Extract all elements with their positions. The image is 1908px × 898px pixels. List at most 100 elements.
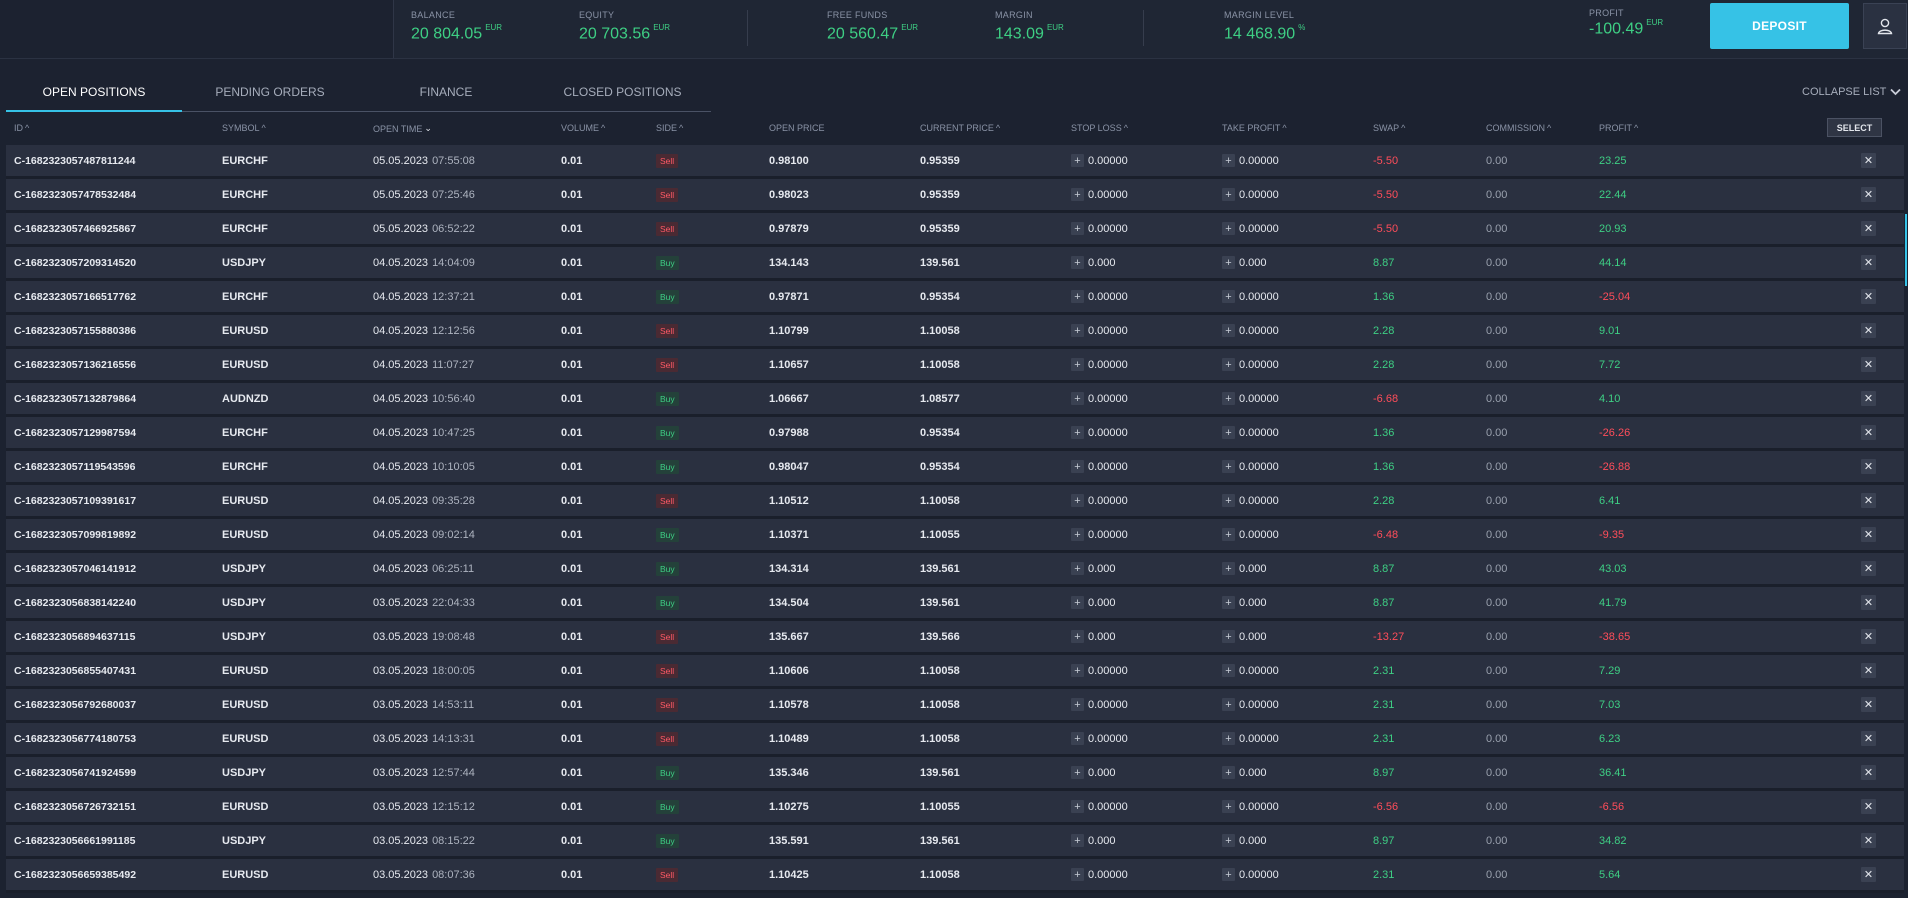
table-row[interactable]: C-1682323057466925867 EURCHF 05.05.2023 06:… <box>6 213 1904 247</box>
add-stop-loss-icon[interactable]: + <box>1071 800 1084 813</box>
table-row[interactable]: C-1682323057487811244 EURCHF 05.05.2023 07:… <box>6 145 1904 179</box>
table-row[interactable]: C-1682323057136216556 EURUSD 04.05.2023 11:… <box>6 349 1904 383</box>
add-take-profit-icon[interactable]: + <box>1222 256 1235 269</box>
add-stop-loss-icon[interactable]: + <box>1071 732 1084 745</box>
close-position-icon[interactable]: ✕ <box>1861 595 1876 610</box>
table-row[interactable]: C-1682323056726732151 EURUSD 03.05.2023 12:… <box>6 791 1904 825</box>
add-take-profit-icon[interactable]: + <box>1222 732 1235 745</box>
table-row[interactable]: C-1682323056894637115 USDJPY 03.05.2023 19:… <box>6 621 1904 655</box>
column-header-current-price[interactable]: CURRENT PRICE ^ <box>920 123 1001 133</box>
column-header-id[interactable]: ID ^ <box>14 123 30 133</box>
add-take-profit-icon[interactable]: + <box>1222 426 1235 439</box>
add-take-profit-icon[interactable]: + <box>1222 766 1235 779</box>
table-row[interactable]: C-1682323057478532484 EURCHF 05.05.2023 07:… <box>6 179 1904 213</box>
column-header-profit[interactable]: PROFIT ^ <box>1599 123 1639 133</box>
add-stop-loss-icon[interactable]: + <box>1071 494 1084 507</box>
add-stop-loss-icon[interactable]: + <box>1071 698 1084 711</box>
table-row[interactable]: C-1682323057109391617 EURUSD 04.05.2023 09:… <box>6 485 1904 519</box>
add-stop-loss-icon[interactable]: + <box>1071 834 1084 847</box>
add-stop-loss-icon[interactable]: + <box>1071 460 1084 473</box>
table-row[interactable]: C-1682323056659385492 EURUSD 03.05.2023 08:… <box>6 859 1904 893</box>
close-position-icon[interactable]: ✕ <box>1861 731 1876 746</box>
tab-closed-positions[interactable]: CLOSED POSITIONS <box>563 84 682 99</box>
close-position-icon[interactable]: ✕ <box>1861 527 1876 542</box>
add-stop-loss-icon[interactable]: + <box>1071 392 1084 405</box>
add-take-profit-icon[interactable]: + <box>1222 358 1235 371</box>
add-stop-loss-icon[interactable]: + <box>1071 358 1084 371</box>
close-position-icon[interactable]: ✕ <box>1861 221 1876 236</box>
add-take-profit-icon[interactable]: + <box>1222 460 1235 473</box>
column-header-commission[interactable]: COMMISSION ^ <box>1486 123 1552 133</box>
column-header-side[interactable]: SIDE ^ <box>656 123 684 133</box>
column-header-symbol[interactable]: SYMBOL ^ <box>222 123 266 133</box>
add-stop-loss-icon[interactable]: + <box>1071 426 1084 439</box>
close-position-icon[interactable]: ✕ <box>1861 153 1876 168</box>
close-position-icon[interactable]: ✕ <box>1861 323 1876 338</box>
tab-finance[interactable]: FINANCE <box>419 84 473 99</box>
table-row[interactable]: C-1682323057046141912 USDJPY 04.05.2023 06:… <box>6 553 1904 587</box>
table-row[interactable]: C-1682323057129987594 EURCHF 04.05.2023 10:… <box>6 417 1904 451</box>
add-stop-loss-icon[interactable]: + <box>1071 154 1084 167</box>
deposit-button[interactable]: DEPOSIT <box>1710 3 1849 49</box>
close-position-icon[interactable]: ✕ <box>1861 357 1876 372</box>
add-take-profit-icon[interactable]: + <box>1222 834 1235 847</box>
add-stop-loss-icon[interactable]: + <box>1071 290 1084 303</box>
add-stop-loss-icon[interactable]: + <box>1071 256 1084 269</box>
close-position-icon[interactable]: ✕ <box>1861 459 1876 474</box>
add-take-profit-icon[interactable]: + <box>1222 664 1235 677</box>
close-position-icon[interactable]: ✕ <box>1861 425 1876 440</box>
close-position-icon[interactable]: ✕ <box>1861 187 1876 202</box>
add-stop-loss-icon[interactable]: + <box>1071 664 1084 677</box>
add-take-profit-icon[interactable]: + <box>1222 528 1235 541</box>
table-row[interactable]: C-1682323056774180753 EURUSD 03.05.2023 14:… <box>6 723 1904 757</box>
table-row[interactable]: C-1682323057099819892 EURUSD 04.05.2023 09:… <box>6 519 1904 553</box>
close-position-icon[interactable]: ✕ <box>1861 629 1876 644</box>
tab-pending-orders[interactable]: PENDING ORDERS <box>215 84 325 99</box>
table-row[interactable]: C-1682323056838142240 USDJPY 03.05.2023 22:… <box>6 587 1904 621</box>
add-stop-loss-icon[interactable]: + <box>1071 528 1084 541</box>
column-header-volume[interactable]: VOLUME ^ <box>561 123 606 133</box>
table-row[interactable]: C-1682323056661991185 USDJPY 03.05.2023 08:… <box>6 825 1904 859</box>
add-take-profit-icon[interactable]: + <box>1222 154 1235 167</box>
add-take-profit-icon[interactable]: + <box>1222 222 1235 235</box>
close-position-icon[interactable]: ✕ <box>1861 697 1876 712</box>
add-stop-loss-icon[interactable]: + <box>1071 222 1084 235</box>
close-position-icon[interactable]: ✕ <box>1861 289 1876 304</box>
scrollbar[interactable] <box>1905 214 1907 286</box>
add-take-profit-icon[interactable]: + <box>1222 324 1235 337</box>
column-header-open-time[interactable]: OPEN TIME ⌄ <box>373 123 432 134</box>
add-stop-loss-icon[interactable]: + <box>1071 324 1084 337</box>
table-row[interactable]: C-1682323056741924599 USDJPY 03.05.2023 12:… <box>6 757 1904 791</box>
add-stop-loss-icon[interactable]: + <box>1071 562 1084 575</box>
close-position-icon[interactable]: ✕ <box>1861 255 1876 270</box>
close-position-icon[interactable]: ✕ <box>1861 799 1876 814</box>
add-take-profit-icon[interactable]: + <box>1222 188 1235 201</box>
close-position-icon[interactable]: ✕ <box>1861 391 1876 406</box>
collapse-list-button[interactable]: COLLAPSE LIST <box>1802 86 1902 98</box>
table-row[interactable]: C-1682323057209314520 USDJPY 04.05.2023 14:… <box>6 247 1904 281</box>
table-row[interactable]: C-1682323057132879864 AUDNZD 04.05.2023 10:… <box>6 383 1904 417</box>
add-take-profit-icon[interactable]: + <box>1222 596 1235 609</box>
table-row[interactable]: C-1682323057119543596 EURCHF 04.05.2023 10:… <box>6 451 1904 485</box>
add-stop-loss-icon[interactable]: + <box>1071 868 1084 881</box>
add-take-profit-icon[interactable]: + <box>1222 290 1235 303</box>
add-take-profit-icon[interactable]: + <box>1222 800 1235 813</box>
close-position-icon[interactable]: ✕ <box>1861 561 1876 576</box>
close-position-icon[interactable]: ✕ <box>1861 493 1876 508</box>
add-stop-loss-icon[interactable]: + <box>1071 630 1084 643</box>
column-header-open-price[interactable]: OPEN PRICE <box>769 123 825 133</box>
add-stop-loss-icon[interactable]: + <box>1071 188 1084 201</box>
add-take-profit-icon[interactable]: + <box>1222 868 1235 881</box>
add-take-profit-icon[interactable]: + <box>1222 494 1235 507</box>
add-take-profit-icon[interactable]: + <box>1222 562 1235 575</box>
add-take-profit-icon[interactable]: + <box>1222 630 1235 643</box>
close-position-icon[interactable]: ✕ <box>1861 663 1876 678</box>
select-button[interactable]: SELECT <box>1827 118 1882 137</box>
column-header-stop-loss[interactable]: STOP LOSS ^ <box>1071 123 1128 133</box>
table-row[interactable]: C-1682323057166517762 EURCHF 04.05.2023 12:… <box>6 281 1904 315</box>
column-header-take-profit[interactable]: TAKE PROFIT ^ <box>1222 123 1287 133</box>
table-row[interactable]: C-1682323056855407431 EURUSD 03.05.2023 18:… <box>6 655 1904 689</box>
tab-open-positions[interactable]: OPEN POSITIONS <box>6 72 182 112</box>
add-stop-loss-icon[interactable]: + <box>1071 766 1084 779</box>
add-take-profit-icon[interactable]: + <box>1222 392 1235 405</box>
